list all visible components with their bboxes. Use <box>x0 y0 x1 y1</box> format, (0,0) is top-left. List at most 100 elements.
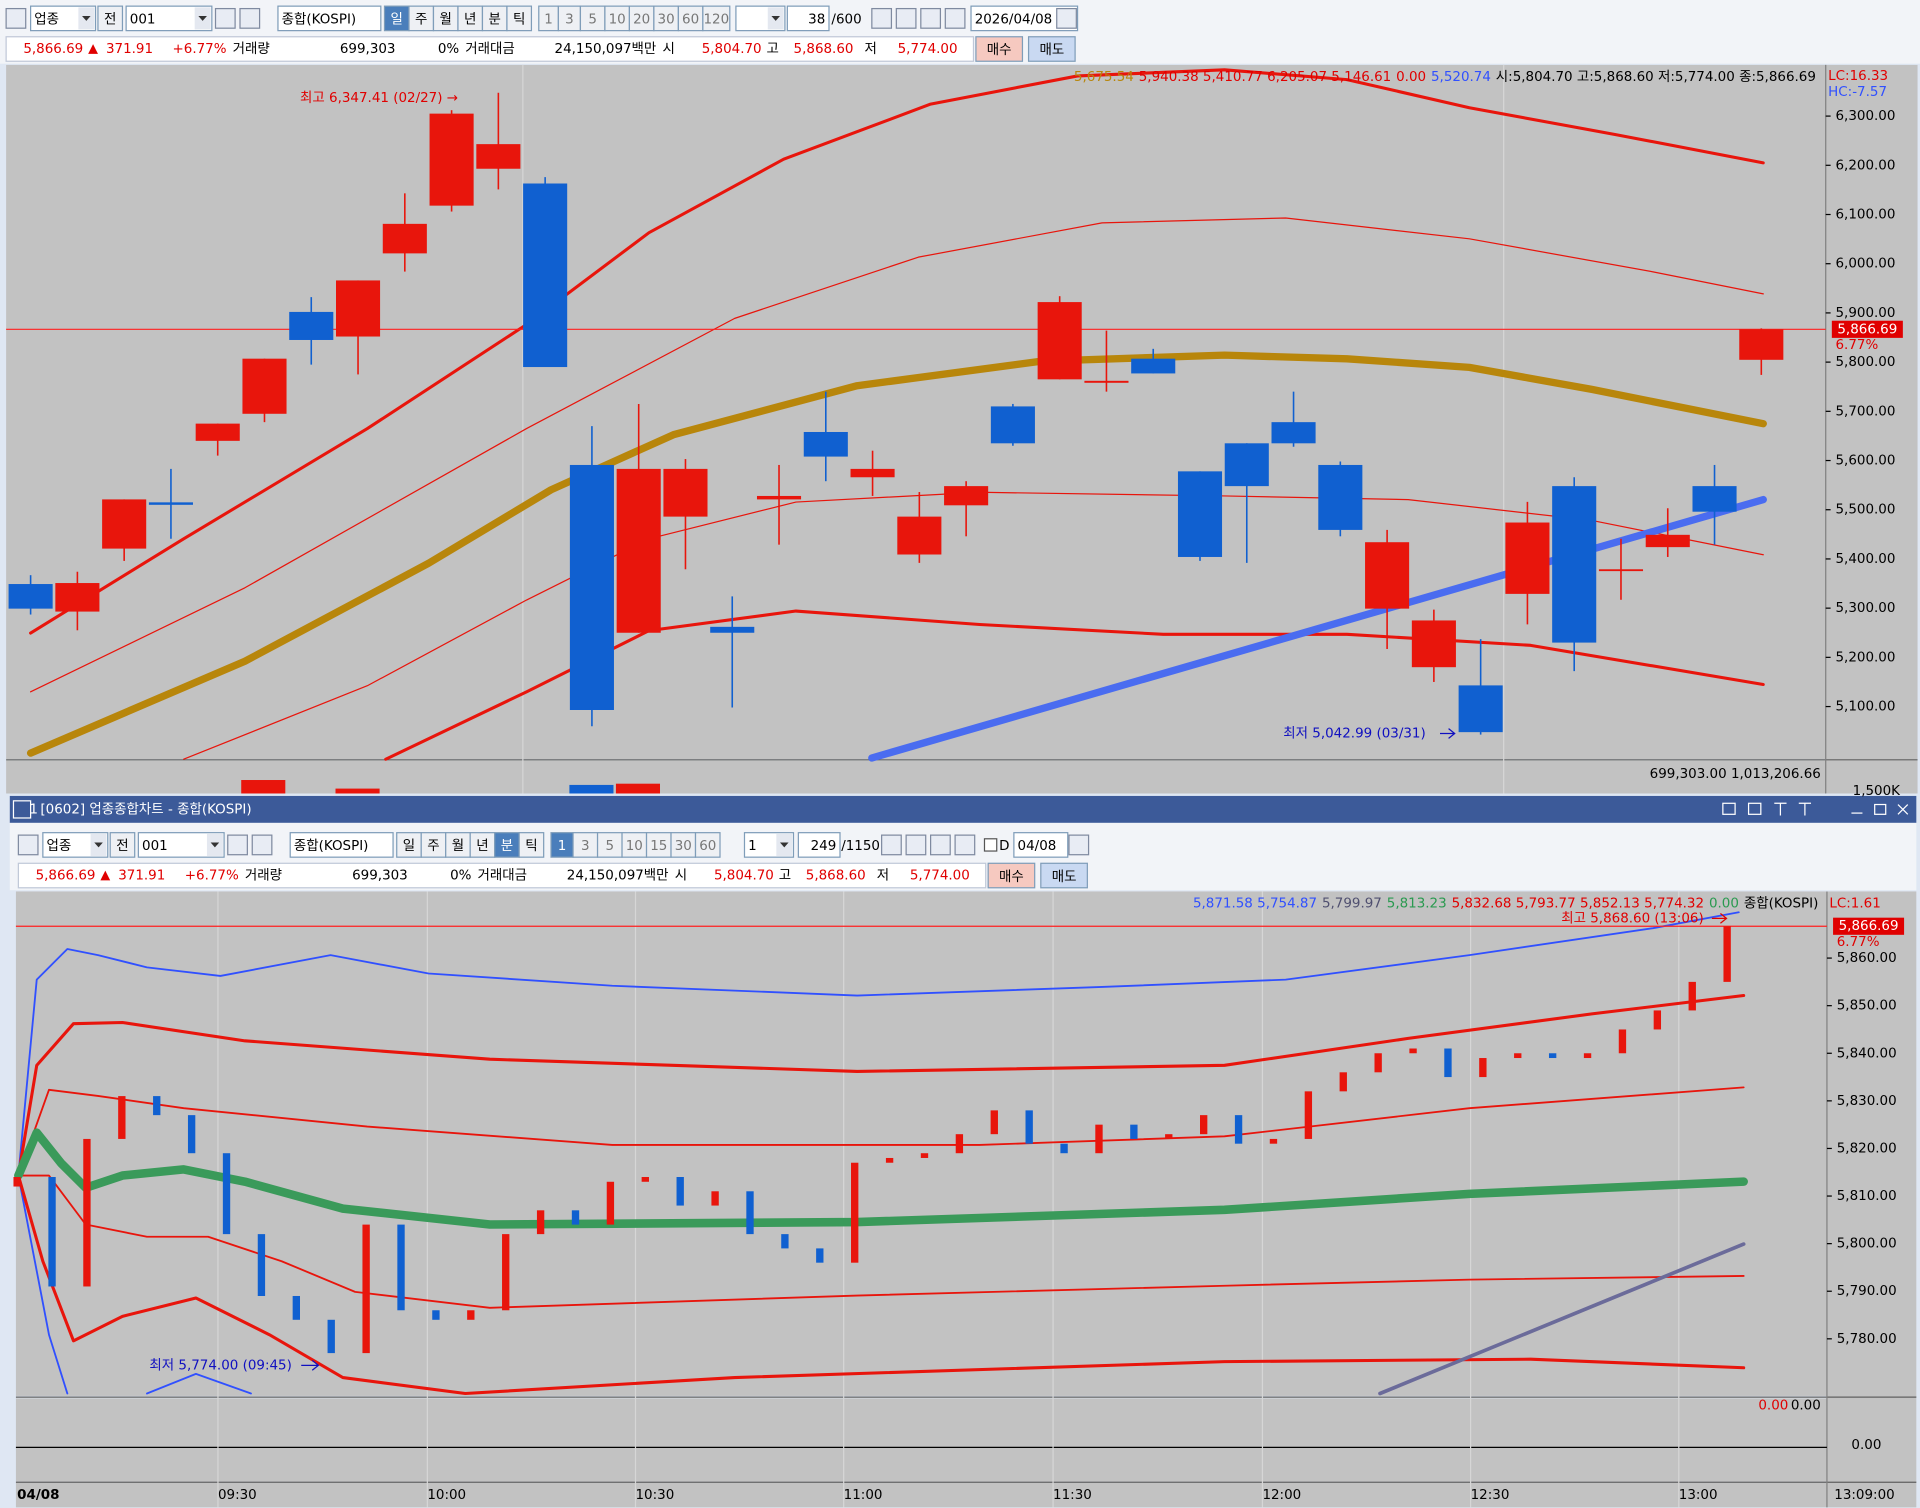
current-pct: 6.77% <box>1836 338 1879 353</box>
lc-label: LC:1.61 <box>1829 897 1880 912</box>
candle-body <box>1552 486 1597 643</box>
y-tick-label: 5,800.00 <box>1837 1237 1897 1252</box>
band-line <box>16 1174 1746 1396</box>
band-line <box>30 217 1764 693</box>
input-text: 업종 <box>34 12 59 28</box>
period-button[interactable] <box>506 5 533 32</box>
field-label: 시 <box>662 42 674 57</box>
top-volume-bg <box>6 760 1826 794</box>
period-button[interactable] <box>432 5 459 32</box>
top-axis-bg <box>1825 64 1918 794</box>
period-button[interactable] <box>494 832 520 858</box>
interval-button[interactable] <box>702 5 731 32</box>
window-button[interactable] <box>1747 802 1762 815</box>
input-text: 249 <box>811 839 837 854</box>
interval-button[interactable] <box>579 5 606 32</box>
candle-body <box>897 516 942 555</box>
buy-button[interactable] <box>987 862 1036 889</box>
tool-icon[interactable] <box>1056 7 1077 29</box>
buy-button[interactable] <box>975 36 1024 62</box>
candle-body <box>1095 1124 1103 1154</box>
y-tick-label: 5,850.00 <box>1837 999 1897 1014</box>
y-tick-label: 6,100.00 <box>1836 208 1896 223</box>
interval-button[interactable] <box>694 832 721 858</box>
candle-body <box>616 468 661 633</box>
candle-body <box>1692 486 1737 512</box>
tool-icon[interactable] <box>214 7 236 29</box>
candle-body <box>429 113 474 206</box>
input-box[interactable] <box>1013 832 1069 858</box>
tool-icon[interactable] <box>944 7 966 29</box>
sell-button[interactable] <box>1027 36 1076 62</box>
max-label: 최고 5,868.60 (13:06) <box>1561 910 1703 926</box>
checkbox[interactable] <box>983 838 998 852</box>
tool-icon[interactable] <box>954 834 976 856</box>
input-box[interactable] <box>97 5 124 32</box>
tool-icon[interactable] <box>930 834 951 856</box>
interval-button[interactable] <box>645 832 672 858</box>
y-tick-label: 5,400.00 <box>1836 552 1896 567</box>
legend-item: 5,832.68 5,793.77 5,852.13 5,774.32 <box>1452 897 1704 912</box>
tool-icon[interactable] <box>227 834 248 856</box>
count-max: /1150 <box>841 839 880 854</box>
window-button[interactable] <box>1798 802 1812 816</box>
trend-line <box>868 495 1767 762</box>
y-tick-label: 5,200.00 <box>1836 650 1896 665</box>
interval-button[interactable] <box>621 832 648 858</box>
period-button[interactable] <box>408 5 435 32</box>
input-box[interactable] <box>786 5 830 32</box>
candle-body <box>1645 534 1690 548</box>
tool-icon[interactable] <box>251 834 273 856</box>
input-text: 업종 <box>47 838 72 854</box>
interval-button[interactable] <box>604 5 630 32</box>
band-line <box>16 994 1746 1178</box>
y-tick-label: 5,700.00 <box>1836 404 1896 419</box>
y-tick-label: 5,810.00 <box>1837 1189 1897 1204</box>
period-button[interactable] <box>445 832 471 858</box>
tool-icon[interactable] <box>1068 834 1090 856</box>
time-label: 11:30 <box>1053 1488 1092 1503</box>
y-tick-label: 5,780.00 <box>1837 1332 1897 1347</box>
open: 5,804.70 <box>702 42 762 57</box>
window-button[interactable] <box>1774 802 1787 816</box>
interval-button[interactable] <box>628 5 655 32</box>
period-button[interactable] <box>469 832 496 858</box>
window-button[interactable] <box>1874 803 1887 815</box>
tool-icon[interactable] <box>17 834 39 856</box>
input-box[interactable] <box>277 5 382 32</box>
period-button[interactable] <box>481 5 508 32</box>
window-button[interactable] <box>1897 804 1909 815</box>
candle-body <box>289 311 334 340</box>
sell-button[interactable] <box>1040 862 1088 889</box>
interval-button: 10 <box>626 839 643 854</box>
tool-icon[interactable] <box>895 7 917 29</box>
candle-body <box>606 1181 615 1225</box>
tool-icon[interactable] <box>881 834 902 856</box>
checkbox-label: D <box>999 839 1009 854</box>
candle-body <box>336 280 381 337</box>
candle-body <box>1130 1124 1138 1139</box>
window-button[interactable] <box>1722 802 1736 815</box>
input-box[interactable] <box>797 832 841 858</box>
time-axis-bg <box>15 1482 1827 1508</box>
input-box[interactable] <box>109 832 136 858</box>
low: 5,774.00 <box>910 869 970 884</box>
tool-icon[interactable] <box>905 834 927 856</box>
legend-item: 0.00 <box>1709 897 1739 912</box>
volume: 699,303 <box>340 42 396 57</box>
legend-item: 5,871.58 5,754.87 <box>1193 897 1317 912</box>
tool-icon[interactable] <box>920 7 942 29</box>
candle-body <box>781 1234 789 1249</box>
interval-button[interactable] <box>653 5 679 32</box>
change-pct: +6.77% <box>185 869 239 884</box>
candle-body <box>148 502 193 505</box>
interval-button[interactable] <box>670 832 697 858</box>
period-button[interactable] <box>518 832 545 858</box>
period-button[interactable] <box>420 832 447 858</box>
tool-icon[interactable] <box>239 7 261 29</box>
field-label: 거래량 <box>233 41 270 57</box>
tool-icon[interactable] <box>871 7 893 29</box>
field-label: 저 <box>877 868 889 884</box>
tool-icon[interactable] <box>5 7 27 29</box>
input-box[interactable] <box>289 832 394 858</box>
